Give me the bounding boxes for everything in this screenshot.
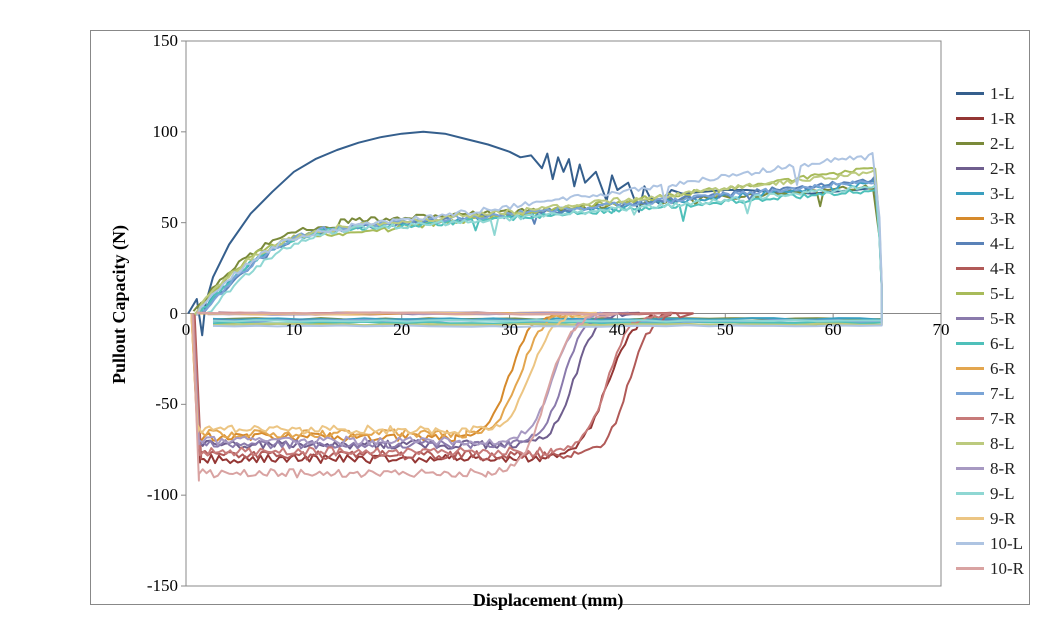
legend-item: 8-R [956,456,1024,481]
legend-label: 3-L [990,184,1015,204]
line-chart [91,31,1031,606]
legend-swatch [956,117,984,120]
y-tick-label: -150 [128,576,178,596]
legend-label: 8-L [990,434,1015,454]
legend-swatch [956,417,984,420]
legend-item: 3-L [956,181,1024,206]
legend-item: 6-L [956,331,1024,356]
legend-label: 5-R [990,309,1016,329]
x-tick-label: 40 [597,320,637,340]
legend: 1-L 1-R 2-L 2-R 3-L 3-R 4-L 4-R 5-L 5-R 6-L 6-R 7-L 7… [956,81,1024,581]
legend-item: 5-R [956,306,1024,331]
legend-label: 7-R [990,409,1016,429]
legend-item: 3-R [956,206,1024,231]
x-tick-label: 30 [490,320,530,340]
legend-swatch [956,442,984,445]
legend-item: 1-R [956,106,1024,131]
legend-item: 2-L [956,131,1024,156]
legend-label: 6-R [990,359,1016,379]
legend-item: 6-R [956,356,1024,381]
legend-swatch [956,367,984,370]
y-tick-label: 100 [128,122,178,142]
legend-item: 5-L [956,281,1024,306]
legend-label: 10-L [990,534,1023,554]
x-tick-label: 20 [382,320,422,340]
legend-label: 3-R [990,209,1016,229]
legend-label: 5-L [990,284,1015,304]
x-tick-label: 70 [921,320,961,340]
y-tick-label: 150 [128,31,178,51]
legend-item: 10-L [956,531,1024,556]
legend-label: 10-R [990,559,1024,579]
legend-item: 9-L [956,481,1024,506]
legend-item: 7-R [956,406,1024,431]
chart-wrap: Pullout Capacity (N) Displacement (mm) 1… [91,31,1029,604]
legend-label: 9-L [990,484,1015,504]
x-axis-label: Displacement (mm) [473,590,623,611]
legend-swatch [956,342,984,345]
legend-swatch [956,517,984,520]
legend-swatch [956,167,984,170]
y-tick-label: -100 [128,485,178,505]
x-tick-label: 60 [813,320,853,340]
chart-panel: Pullout Capacity (N) Displacement (mm) 1… [90,30,1030,605]
legend-item: 4-L [956,231,1024,256]
legend-item: 10-R [956,556,1024,581]
x-tick-label: 0 [166,320,206,340]
x-tick-label: 50 [705,320,745,340]
legend-item: 9-R [956,506,1024,531]
legend-swatch [956,267,984,270]
legend-label: 8-R [990,459,1016,479]
legend-swatch [956,392,984,395]
y-tick-label: -50 [128,394,178,414]
legend-label: 1-L [990,84,1015,104]
legend-swatch [956,242,984,245]
legend-label: 4-L [990,234,1015,254]
x-tick-label: 10 [274,320,314,340]
legend-swatch [956,492,984,495]
legend-label: 7-L [990,384,1015,404]
legend-swatch [956,567,984,570]
legend-label: 1-R [990,109,1016,129]
legend-item: 8-L [956,431,1024,456]
legend-item: 4-R [956,256,1024,281]
legend-swatch [956,292,984,295]
legend-swatch [956,467,984,470]
y-tick-label: 50 [128,213,178,233]
legend-swatch [956,142,984,145]
legend-label: 4-R [990,259,1016,279]
legend-label: 2-L [990,134,1015,154]
legend-swatch [956,542,984,545]
legend-swatch [956,192,984,195]
legend-item: 7-L [956,381,1024,406]
legend-item: 1-L [956,81,1024,106]
legend-label: 9-R [990,509,1016,529]
legend-label: 2-R [990,159,1016,179]
legend-label: 6-L [990,334,1015,354]
legend-swatch [956,217,984,220]
legend-item: 2-R [956,156,1024,181]
y-axis-label: Pullout Capacity (N) [109,225,130,384]
legend-swatch [956,92,984,95]
